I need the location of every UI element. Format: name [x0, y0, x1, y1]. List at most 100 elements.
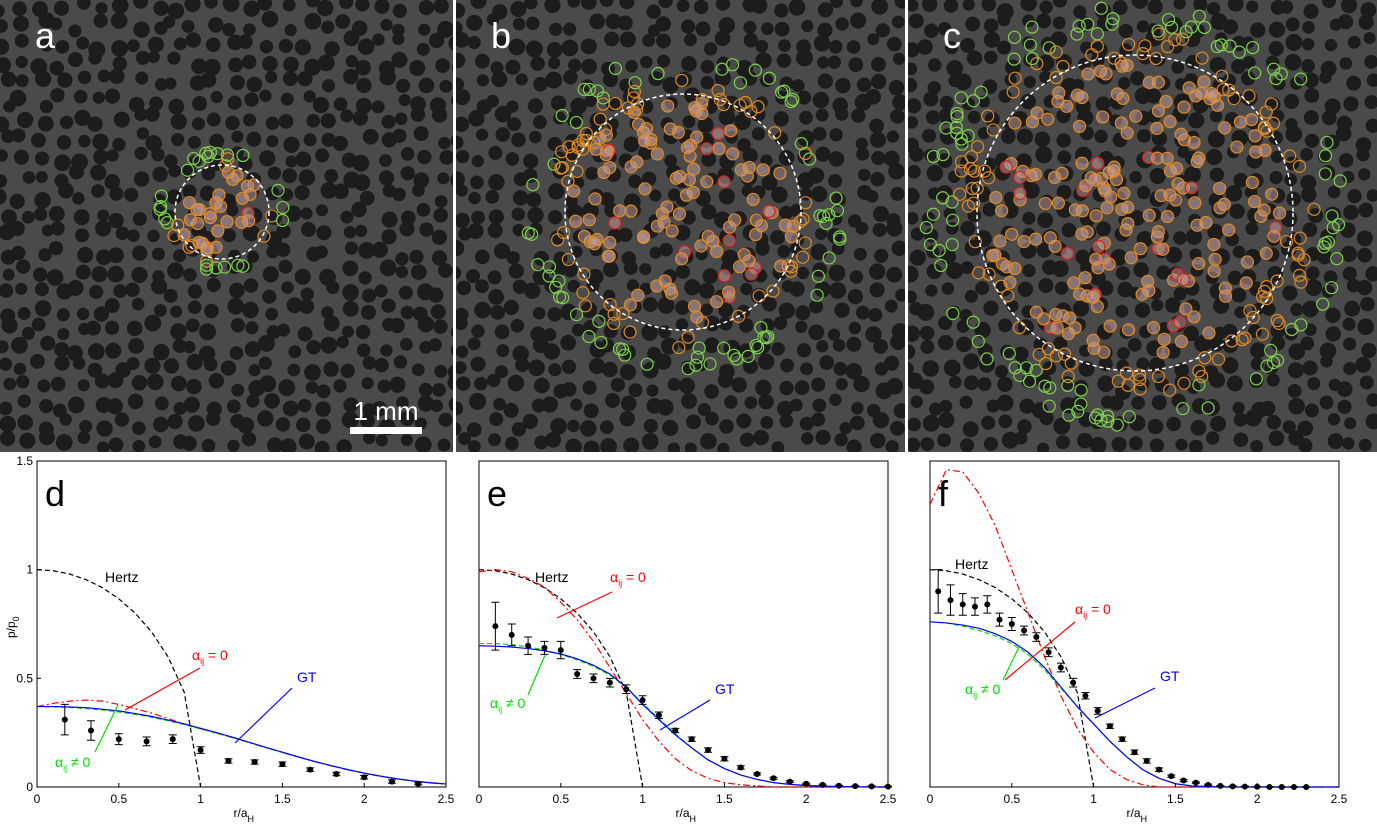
particle	[259, 39, 274, 54]
marked-particle	[1257, 284, 1272, 298]
particle	[1321, 284, 1335, 298]
particle	[1233, 412, 1248, 427]
particle	[466, 14, 483, 31]
particle	[456, 212, 470, 229]
particle	[835, 77, 851, 94]
particle	[779, 380, 794, 396]
particle	[919, 379, 935, 395]
marked-particle	[1265, 187, 1279, 201]
particle	[324, 168, 339, 183]
data-point	[1229, 783, 1236, 790]
particle	[170, 113, 187, 130]
particle	[1302, 300, 1319, 318]
data-point	[819, 781, 826, 788]
curve	[929, 469, 1339, 788]
marked-particle	[213, 199, 228, 214]
particle	[0, 71, 17, 87]
marked-particle	[1142, 283, 1156, 298]
marked-particle	[967, 164, 981, 178]
marked-particle	[640, 357, 654, 371]
particle	[1136, 128, 1151, 143]
particle	[674, 224, 691, 241]
particle	[414, 436, 432, 452]
annotation: αij ≠ 0	[55, 754, 91, 773]
particle	[507, 117, 522, 132]
particle	[412, 184, 425, 197]
particle	[910, 395, 923, 409]
particle	[1149, 167, 1166, 185]
particle	[925, 110, 941, 125]
marked-particle	[1192, 9, 1206, 23]
particle	[512, 17, 526, 31]
marked-particle	[1159, 94, 1173, 109]
particle	[491, 71, 508, 88]
particle	[39, 37, 54, 52]
particle	[737, 138, 751, 152]
marked-particle	[1294, 275, 1308, 289]
particle	[167, 2, 185, 20]
particle	[657, 297, 675, 314]
marked-particle	[1177, 100, 1191, 114]
particle	[755, 241, 770, 256]
marked-particle	[1272, 316, 1286, 330]
curve	[36, 569, 202, 788]
annotation-tail: ≠ 0	[502, 695, 525, 711]
particle	[1035, 373, 1052, 390]
particle	[703, 337, 720, 354]
particle	[1078, 360, 1095, 377]
panel-label: c	[943, 15, 961, 56]
marked-particle	[1225, 334, 1239, 348]
particle	[11, 128, 26, 143]
particle	[789, 398, 803, 412]
particle	[227, 95, 242, 110]
particle	[435, 58, 450, 73]
particle	[0, 174, 8, 188]
particle	[304, 12, 322, 30]
particle	[776, 53, 792, 68]
particle	[374, 284, 388, 298]
particle	[1022, 211, 1036, 225]
marked-particle	[203, 145, 218, 159]
marked-particle	[608, 216, 622, 230]
particle	[136, 127, 150, 140]
marked-particle	[569, 115, 584, 130]
marked-particle	[725, 58, 740, 72]
marked-particle	[570, 164, 584, 178]
particle	[1359, 375, 1374, 390]
marked-particle	[1074, 383, 1088, 397]
marked-particle	[1266, 356, 1281, 370]
marked-particle	[1307, 202, 1321, 216]
particle	[1232, 401, 1245, 415]
x-tick-label: 2.5	[438, 792, 455, 806]
particle	[886, 377, 904, 395]
annotation: Hertz	[105, 569, 138, 585]
particle	[777, 244, 791, 258]
particle	[620, 395, 637, 412]
particle	[298, 169, 316, 186]
plot-frame	[478, 460, 889, 788]
particle	[392, 187, 406, 202]
marked-particle	[1222, 223, 1236, 237]
particle	[488, 209, 504, 225]
data-point	[61, 716, 68, 723]
particle	[358, 271, 372, 285]
photo-panel	[0, 0, 453, 452]
particle	[1321, 110, 1337, 126]
particle	[1335, 125, 1352, 142]
particle	[960, 37, 976, 53]
particle	[147, 229, 160, 243]
particle	[1209, 167, 1225, 182]
particle	[757, 353, 775, 370]
particle	[12, 1, 27, 17]
marked-particle	[966, 315, 980, 329]
particle	[996, 40, 1011, 55]
particle	[395, 78, 411, 93]
marked-particle	[1056, 309, 1070, 323]
particle	[469, 392, 487, 410]
particle	[68, 24, 82, 38]
particle	[649, 189, 662, 202]
particle	[203, 357, 218, 372]
particle	[87, 343, 105, 360]
particle	[151, 247, 165, 261]
particle	[678, 377, 695, 394]
